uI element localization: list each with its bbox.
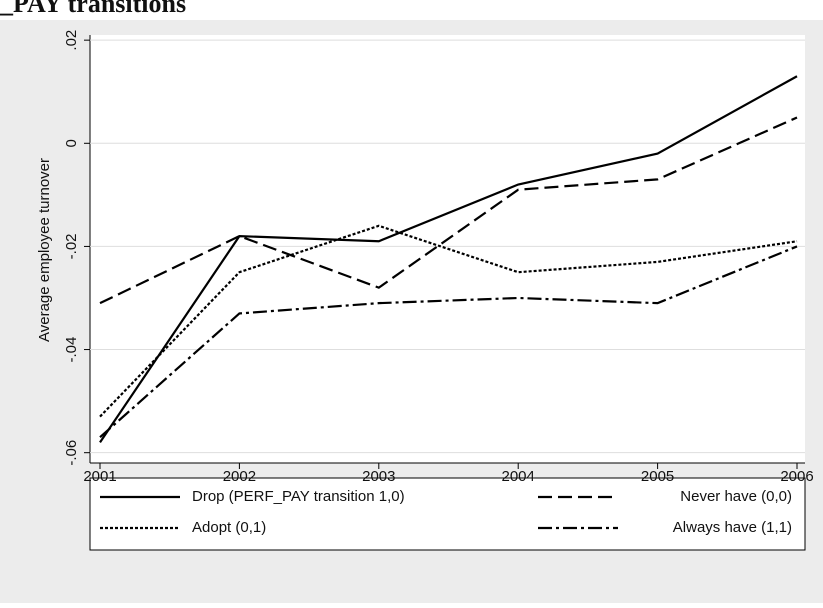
x-tick-label: 2005 xyxy=(641,468,674,485)
x-tick-label: 2004 xyxy=(502,468,535,485)
series-line xyxy=(99,224,798,418)
legend-label: Always have (1,1) xyxy=(673,519,792,536)
y-axis-label: Average employee turnover xyxy=(36,158,53,342)
series-line xyxy=(99,245,798,439)
series-line xyxy=(99,75,798,443)
legend xyxy=(89,477,806,551)
series-line xyxy=(99,116,798,305)
x-tick-label: 2003 xyxy=(362,468,395,485)
y-tick-label: 0 xyxy=(63,139,80,147)
x-tick-label: 2002 xyxy=(223,468,256,485)
y-tick-label: -.06 xyxy=(63,440,80,466)
title-band xyxy=(0,0,823,20)
legend-label: Adopt (0,1) xyxy=(192,519,266,536)
y-tick-label: -.04 xyxy=(63,337,80,363)
legend-label: Drop (PERF_PAY transition 1,0) xyxy=(192,488,405,505)
x-tick-label: 2006 xyxy=(780,468,813,485)
legend-label: Never have (0,0) xyxy=(680,488,792,505)
x-tick-label: 2001 xyxy=(83,468,116,485)
chart-title: _PAY transitions xyxy=(0,0,186,18)
y-tick-label: -.02 xyxy=(63,233,80,259)
y-tick-label: .02 xyxy=(63,30,80,51)
